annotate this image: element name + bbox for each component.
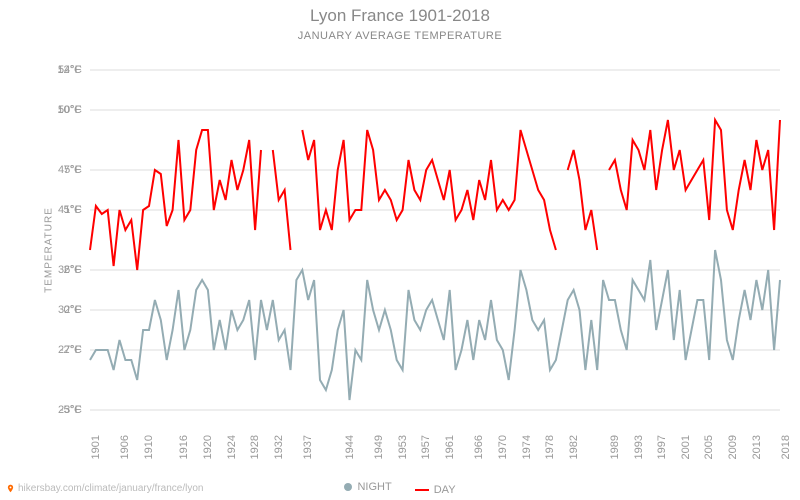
legend-day: DAY [415, 484, 456, 496]
chart-title: Lyon France 1901-2018 [0, 6, 800, 26]
xtick-year: 1961 [444, 435, 456, 459]
ytick-fahrenheit: 41°F [58, 204, 81, 216]
xtick-year: 1910 [143, 435, 155, 459]
ytick-fahrenheit: 54°F [58, 64, 81, 76]
temperature-chart: Lyon France 1901-2018 JANUARY AVERAGE TE… [0, 0, 800, 500]
xtick-year: 2013 [751, 435, 763, 459]
y-axis-label: TEMPERATURE [43, 207, 54, 293]
ytick-fahrenheit: 27°F [58, 344, 81, 356]
xtick-year: 2009 [727, 435, 739, 459]
legend-night-label: NIGHT [357, 481, 391, 493]
legend-dot-icon [344, 483, 352, 491]
xtick-year: 1978 [544, 435, 556, 459]
ytick-fahrenheit: 36°F [58, 264, 81, 276]
xtick-year: 1949 [373, 435, 385, 459]
attribution: hikersbay.com/climate/january/france/lyo… [6, 483, 203, 494]
xtick-year: 1928 [249, 435, 261, 459]
day-series-line [302, 130, 556, 250]
xtick-year: 1916 [178, 435, 190, 459]
xtick-year: 1906 [119, 435, 131, 459]
ytick-fahrenheit: 50°F [58, 104, 81, 116]
ytick-fahrenheit: 32°F [58, 304, 81, 316]
plot-svg [90, 50, 780, 430]
xtick-year: 1920 [202, 435, 214, 459]
xtick-year: 1989 [609, 435, 621, 459]
xtick-year: 2001 [680, 435, 692, 459]
day-series-line [90, 130, 261, 270]
xtick-year: 1966 [473, 435, 485, 459]
legend-night: NIGHT [344, 481, 391, 493]
legend-line-icon [415, 489, 429, 491]
ytick-fahrenheit: 23°F [58, 404, 81, 416]
xtick-year: 2005 [703, 435, 715, 459]
xtick-year: 1937 [302, 435, 314, 459]
xtick-year: 2018 [780, 435, 792, 459]
xtick-year: 1970 [497, 435, 509, 459]
chart-subtitle: JANUARY AVERAGE TEMPERATURE [0, 30, 800, 42]
xtick-year: 1924 [226, 435, 238, 459]
day-series-line [568, 150, 598, 250]
xtick-year: 1932 [273, 435, 285, 459]
legend-day-label: DAY [434, 484, 456, 496]
xtick-year: 1901 [90, 435, 102, 459]
xtick-year: 1957 [420, 435, 432, 459]
xtick-year: 1953 [397, 435, 409, 459]
map-pin-icon [6, 484, 15, 493]
night-series-line [90, 250, 780, 400]
xtick-year: 1974 [521, 435, 533, 459]
xtick-year: 1997 [656, 435, 668, 459]
plot-area [90, 50, 780, 430]
attribution-text: hikersbay.com/climate/january/france/lyo… [18, 483, 203, 494]
xtick-year: 1944 [344, 435, 356, 459]
day-series-line [273, 150, 291, 250]
ytick-fahrenheit: 45°F [58, 164, 81, 176]
day-series-line [609, 120, 780, 230]
xtick-year: 1982 [568, 435, 580, 459]
xtick-year: 1993 [633, 435, 645, 459]
